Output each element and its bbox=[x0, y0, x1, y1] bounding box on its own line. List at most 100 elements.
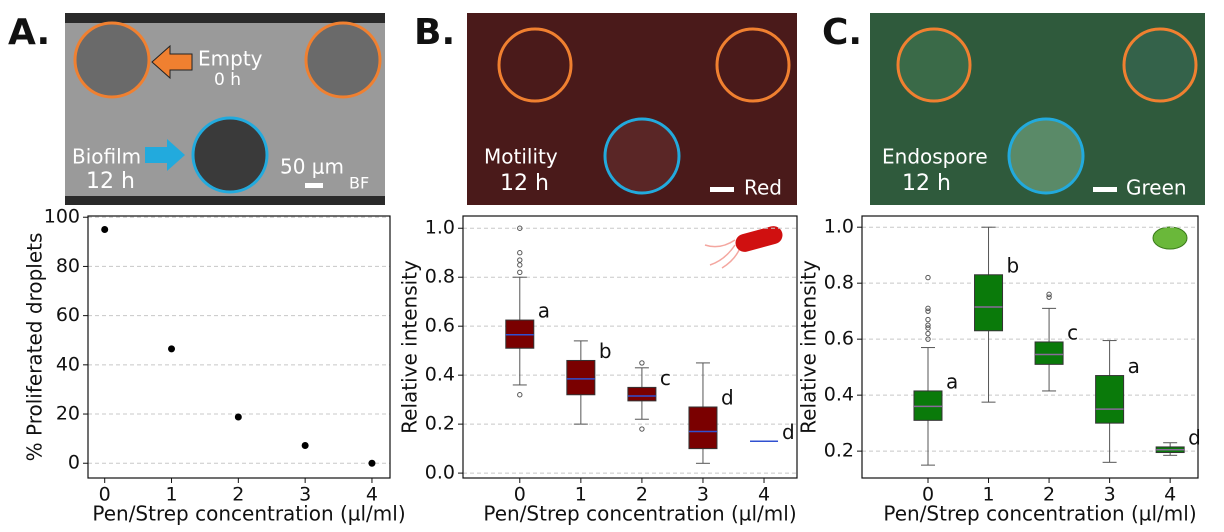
y-tick-label: 0.4 bbox=[824, 384, 854, 406]
outlier bbox=[925, 274, 931, 281]
box bbox=[627, 386, 657, 402]
plot-frame bbox=[861, 215, 1199, 479]
y-tick-label: 0.8 bbox=[425, 266, 455, 288]
panel-label: B. bbox=[414, 12, 455, 53]
y-tick-label: 0.2 bbox=[824, 440, 854, 462]
group-letter: c bbox=[1067, 320, 1078, 344]
x-tick-label: 3 bbox=[299, 484, 311, 506]
y-tick-label: 1.0 bbox=[425, 217, 455, 239]
micrograph-label: 12 h bbox=[902, 171, 951, 196]
micrograph-label: Green bbox=[1126, 176, 1187, 200]
outlier bbox=[925, 325, 931, 331]
y-tick-label: 100 bbox=[44, 206, 80, 228]
micrograph: Empty 0 h Biofilm 12 h 50 μm BF bbox=[65, 13, 385, 205]
x-axis-label: Pen/Strep concentration (µl/ml) bbox=[883, 502, 1196, 526]
box bbox=[1095, 375, 1125, 424]
spore-icon bbox=[1152, 226, 1188, 250]
panel-label: C. bbox=[822, 12, 862, 53]
micrograph-label: Motility bbox=[484, 145, 558, 169]
plot-frame bbox=[87, 215, 391, 479]
x-tick-label: 1 bbox=[165, 484, 177, 506]
box bbox=[1034, 341, 1064, 365]
micrograph-label: 12 h bbox=[86, 169, 135, 194]
x-tick-label: 3 bbox=[697, 484, 709, 506]
outlier bbox=[517, 262, 523, 268]
x-tick-label: 4 bbox=[758, 484, 770, 506]
y-tick-label: 1.0 bbox=[824, 216, 854, 238]
outlier bbox=[639, 360, 645, 366]
box bbox=[974, 274, 1004, 332]
y-tick-label: 0.4 bbox=[425, 364, 455, 386]
outlier bbox=[925, 322, 931, 328]
micrograph-label: BF bbox=[349, 174, 369, 193]
micrograph: Motility 12 h Red bbox=[467, 13, 797, 205]
y-tick-label: 0.6 bbox=[425, 315, 455, 337]
outlier bbox=[925, 316, 931, 323]
box bbox=[688, 406, 718, 450]
y-axis-label: Relative intensity bbox=[398, 260, 422, 434]
outlier bbox=[1046, 291, 1052, 298]
micrograph-label: Red bbox=[744, 176, 782, 200]
y-axis-label: % Proliferated droplets bbox=[23, 233, 47, 462]
group-letter: a bbox=[1128, 354, 1140, 378]
group-letter: d bbox=[782, 420, 795, 444]
micrograph-label: Endospore bbox=[882, 145, 988, 169]
micrograph-label: 0 h bbox=[214, 70, 241, 90]
x-axis-label: Pen/Strep concentration (µl/ml) bbox=[92, 502, 405, 526]
micrograph: Endospore 12 h Green bbox=[870, 13, 1205, 205]
x-tick-label: 4 bbox=[1164, 484, 1176, 506]
group-letter: b bbox=[1007, 253, 1020, 277]
point bbox=[301, 442, 309, 450]
point bbox=[368, 459, 376, 467]
outlier bbox=[639, 426, 645, 432]
panel-label: A. bbox=[8, 12, 50, 53]
micrograph-label: Biofilm bbox=[72, 145, 141, 169]
point bbox=[168, 345, 176, 353]
x-tick-label: 0 bbox=[99, 484, 111, 506]
y-tick-label: 0.6 bbox=[824, 328, 854, 350]
outlier bbox=[517, 225, 523, 231]
y-tick-label: 60 bbox=[56, 304, 80, 326]
y-axis-label: Relative intensity bbox=[797, 260, 821, 434]
x-tick-label: 0 bbox=[922, 484, 934, 506]
group-letter: a bbox=[538, 299, 550, 323]
x-tick-label: 2 bbox=[636, 484, 648, 506]
y-tick-label: 0.8 bbox=[824, 272, 854, 294]
x-tick-label: 0 bbox=[514, 484, 526, 506]
outlier bbox=[925, 336, 931, 342]
x-tick-label: 1 bbox=[982, 484, 994, 506]
point bbox=[234, 413, 242, 421]
outlier bbox=[925, 330, 931, 337]
x-tick-label: 1 bbox=[575, 484, 587, 506]
group-letter: b bbox=[599, 339, 612, 363]
y-tick-label: 0.0 bbox=[425, 462, 455, 484]
group-letter: d bbox=[721, 385, 734, 409]
x-tick-label: 4 bbox=[366, 484, 378, 506]
micrograph-label: 50 μm bbox=[280, 155, 344, 179]
group-letter: a bbox=[946, 369, 958, 393]
outlier bbox=[1046, 294, 1052, 300]
group-letter: d bbox=[1188, 425, 1201, 449]
y-tick-label: 20 bbox=[56, 403, 80, 425]
outlier bbox=[925, 305, 931, 312]
outlier bbox=[517, 269, 523, 276]
outlier bbox=[517, 257, 523, 263]
plot-frame bbox=[462, 215, 798, 479]
group-letter: c bbox=[660, 366, 671, 390]
micrograph-label: Empty bbox=[198, 47, 263, 71]
box bbox=[566, 359, 596, 396]
y-tick-label: 40 bbox=[56, 353, 80, 375]
outlier bbox=[925, 308, 931, 314]
point bbox=[101, 226, 109, 234]
x-tick-label: 3 bbox=[1104, 484, 1116, 506]
outlier bbox=[517, 250, 523, 256]
bacterium-icon bbox=[704, 226, 783, 269]
y-tick-label: 80 bbox=[56, 255, 80, 277]
y-tick-label: 0 bbox=[68, 452, 80, 474]
micrograph-label: 12 h bbox=[500, 171, 549, 196]
outlier bbox=[517, 392, 523, 398]
x-axis-label: Pen/Strep concentration (µl/ml) bbox=[483, 502, 796, 526]
y-tick-label: 0.2 bbox=[425, 413, 455, 435]
x-tick-label: 2 bbox=[1043, 484, 1055, 506]
